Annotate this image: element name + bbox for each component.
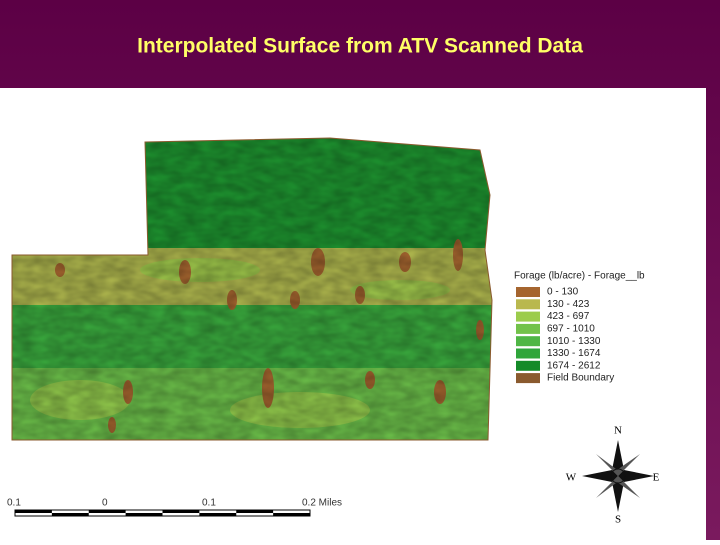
legend-swatch (516, 373, 540, 384)
forage-surface (12, 138, 492, 440)
scale-segment (15, 510, 52, 513)
legend: Forage (lb/acre) - Forage__lb 0 - 130130… (514, 271, 645, 384)
legend-swatch (516, 360, 540, 371)
scale-bar: 0.1 0 0.1 0.2 Miles (7, 498, 342, 517)
legend-label: 0 - 130 (547, 287, 579, 298)
scale-label: 0.2 Miles (302, 498, 342, 509)
legend-swatch (516, 336, 540, 347)
compass-n: N (614, 425, 622, 437)
scale-label: 0.1 (7, 498, 21, 509)
legend-label: 130 - 423 (547, 299, 590, 310)
legend-swatch (516, 323, 540, 334)
scale-segment (125, 513, 163, 516)
legend-label: 423 - 697 (547, 311, 590, 322)
compass-s: S (615, 514, 621, 526)
scale-label: 0.1 (202, 498, 216, 509)
legend-label: 1674 - 2612 (547, 360, 601, 371)
legend-label: 697 - 1010 (547, 324, 595, 335)
scale-segment (199, 513, 237, 516)
legend-title: Forage (lb/acre) - Forage__lb (514, 271, 645, 282)
legend-swatch (516, 287, 540, 297)
compass-e: E (653, 472, 660, 484)
legend-label: 1010 - 1330 (547, 336, 601, 347)
legend-swatch (516, 348, 540, 359)
slide-title: Interpolated Surface from ATV Scanned Da… (137, 35, 583, 58)
scale-label: 0 (102, 498, 108, 509)
legend-swatch (516, 311, 540, 322)
legend-label: 1330 - 1674 (547, 348, 601, 359)
scale-segment (162, 510, 200, 513)
scale-segment (88, 510, 126, 513)
scale-segment (51, 513, 89, 516)
scale-segment (273, 513, 310, 516)
legend-swatch (516, 299, 540, 310)
compass-w: W (566, 472, 577, 484)
scale-segment (236, 510, 274, 513)
legend-label: Field Boundary (547, 373, 614, 384)
field-boundary (11, 137, 493, 441)
compass: N S W E (566, 425, 660, 526)
